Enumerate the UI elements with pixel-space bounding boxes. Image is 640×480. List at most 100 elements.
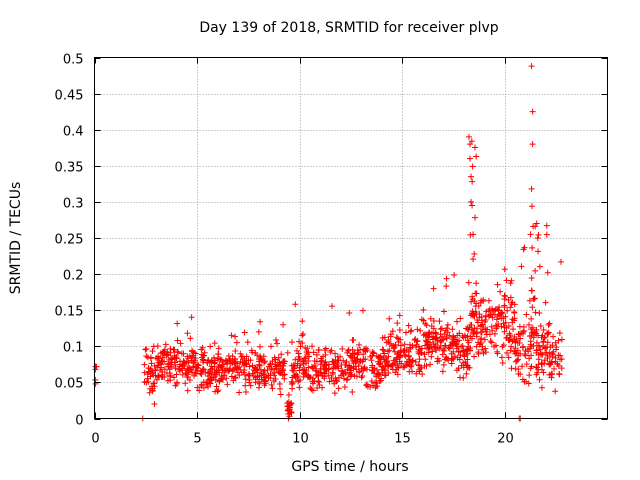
data-point bbox=[358, 374, 365, 381]
data-point bbox=[420, 317, 427, 324]
data-point bbox=[166, 356, 173, 363]
data-point bbox=[246, 372, 253, 379]
data-point bbox=[471, 251, 478, 258]
data-point bbox=[305, 353, 312, 360]
data-point bbox=[208, 377, 215, 384]
data-point bbox=[288, 378, 295, 385]
data-point bbox=[292, 301, 299, 308]
data-point bbox=[463, 325, 470, 332]
data-point bbox=[216, 355, 223, 362]
data-point bbox=[159, 368, 166, 375]
data-point bbox=[241, 371, 248, 378]
data-point bbox=[536, 376, 543, 383]
data-point bbox=[375, 360, 382, 367]
data-point bbox=[511, 308, 518, 315]
data-point bbox=[175, 349, 182, 356]
data-point bbox=[529, 141, 536, 148]
data-point bbox=[548, 371, 555, 378]
data-point bbox=[315, 378, 322, 385]
data-point bbox=[454, 354, 461, 361]
data-point bbox=[205, 357, 212, 364]
data-point bbox=[532, 267, 539, 274]
data-point bbox=[526, 321, 533, 328]
data-point bbox=[330, 365, 337, 372]
data-point bbox=[174, 348, 181, 355]
data-point bbox=[286, 401, 293, 408]
data-point bbox=[491, 343, 498, 350]
data-point bbox=[313, 358, 320, 365]
data-point bbox=[463, 370, 470, 377]
data-point bbox=[557, 258, 564, 265]
data-point bbox=[289, 385, 296, 392]
y-tick-label: 0 bbox=[75, 414, 83, 429]
data-point bbox=[308, 386, 315, 393]
data-point bbox=[350, 336, 357, 343]
data-point bbox=[236, 364, 243, 371]
data-point bbox=[494, 350, 501, 357]
data-point bbox=[232, 333, 239, 340]
data-point bbox=[520, 323, 527, 330]
data-point bbox=[194, 384, 201, 391]
data-point bbox=[220, 361, 227, 368]
data-point bbox=[450, 333, 457, 340]
data-point bbox=[299, 340, 306, 347]
data-point bbox=[316, 382, 323, 389]
data-point bbox=[355, 363, 362, 370]
data-point bbox=[295, 378, 302, 385]
data-point bbox=[541, 357, 548, 364]
data-point bbox=[229, 353, 236, 360]
data-point bbox=[556, 371, 563, 378]
data-point bbox=[196, 387, 203, 394]
y-tick-label: 0.2 bbox=[63, 269, 84, 284]
data-point bbox=[228, 332, 235, 339]
data-point bbox=[209, 365, 216, 372]
data-point bbox=[499, 343, 506, 350]
data-point bbox=[460, 374, 467, 381]
data-point bbox=[356, 359, 363, 366]
data-point bbox=[341, 383, 348, 390]
data-point bbox=[526, 297, 533, 304]
data-point bbox=[211, 340, 218, 347]
data-point bbox=[540, 326, 547, 333]
data-point bbox=[433, 334, 440, 341]
data-point bbox=[467, 155, 474, 162]
data-point bbox=[501, 266, 508, 273]
data-point bbox=[556, 330, 563, 337]
data-point bbox=[170, 374, 177, 381]
data-point bbox=[232, 374, 239, 381]
data-point bbox=[479, 321, 486, 328]
data-point bbox=[469, 178, 476, 185]
data-point bbox=[332, 357, 339, 364]
data-point bbox=[310, 364, 317, 371]
data-point bbox=[361, 365, 368, 372]
data-point bbox=[360, 356, 367, 363]
data-point bbox=[536, 263, 543, 270]
data-point bbox=[473, 290, 480, 297]
data-point bbox=[519, 376, 526, 383]
data-point bbox=[333, 378, 340, 385]
data-point bbox=[441, 347, 448, 354]
data-point bbox=[302, 355, 309, 362]
data-point bbox=[351, 350, 358, 357]
data-point bbox=[473, 153, 480, 160]
data-point bbox=[171, 359, 178, 366]
data-point bbox=[322, 366, 329, 373]
data-point bbox=[444, 321, 451, 328]
data-point bbox=[498, 354, 505, 361]
data-point bbox=[171, 346, 178, 353]
x-axis-label: GPS time / hours bbox=[291, 459, 408, 475]
data-point bbox=[288, 409, 295, 416]
data-point bbox=[200, 378, 207, 385]
data-point bbox=[413, 370, 420, 377]
data-point bbox=[460, 364, 467, 371]
data-point bbox=[505, 337, 512, 344]
data-point bbox=[297, 343, 304, 350]
data-point bbox=[486, 306, 493, 313]
data-point bbox=[389, 328, 396, 335]
data-point bbox=[256, 372, 263, 379]
data-point bbox=[272, 356, 279, 363]
data-point bbox=[368, 357, 375, 364]
y-tick-label: 0.5 bbox=[63, 53, 84, 68]
data-point bbox=[446, 345, 453, 352]
data-point bbox=[278, 351, 285, 358]
